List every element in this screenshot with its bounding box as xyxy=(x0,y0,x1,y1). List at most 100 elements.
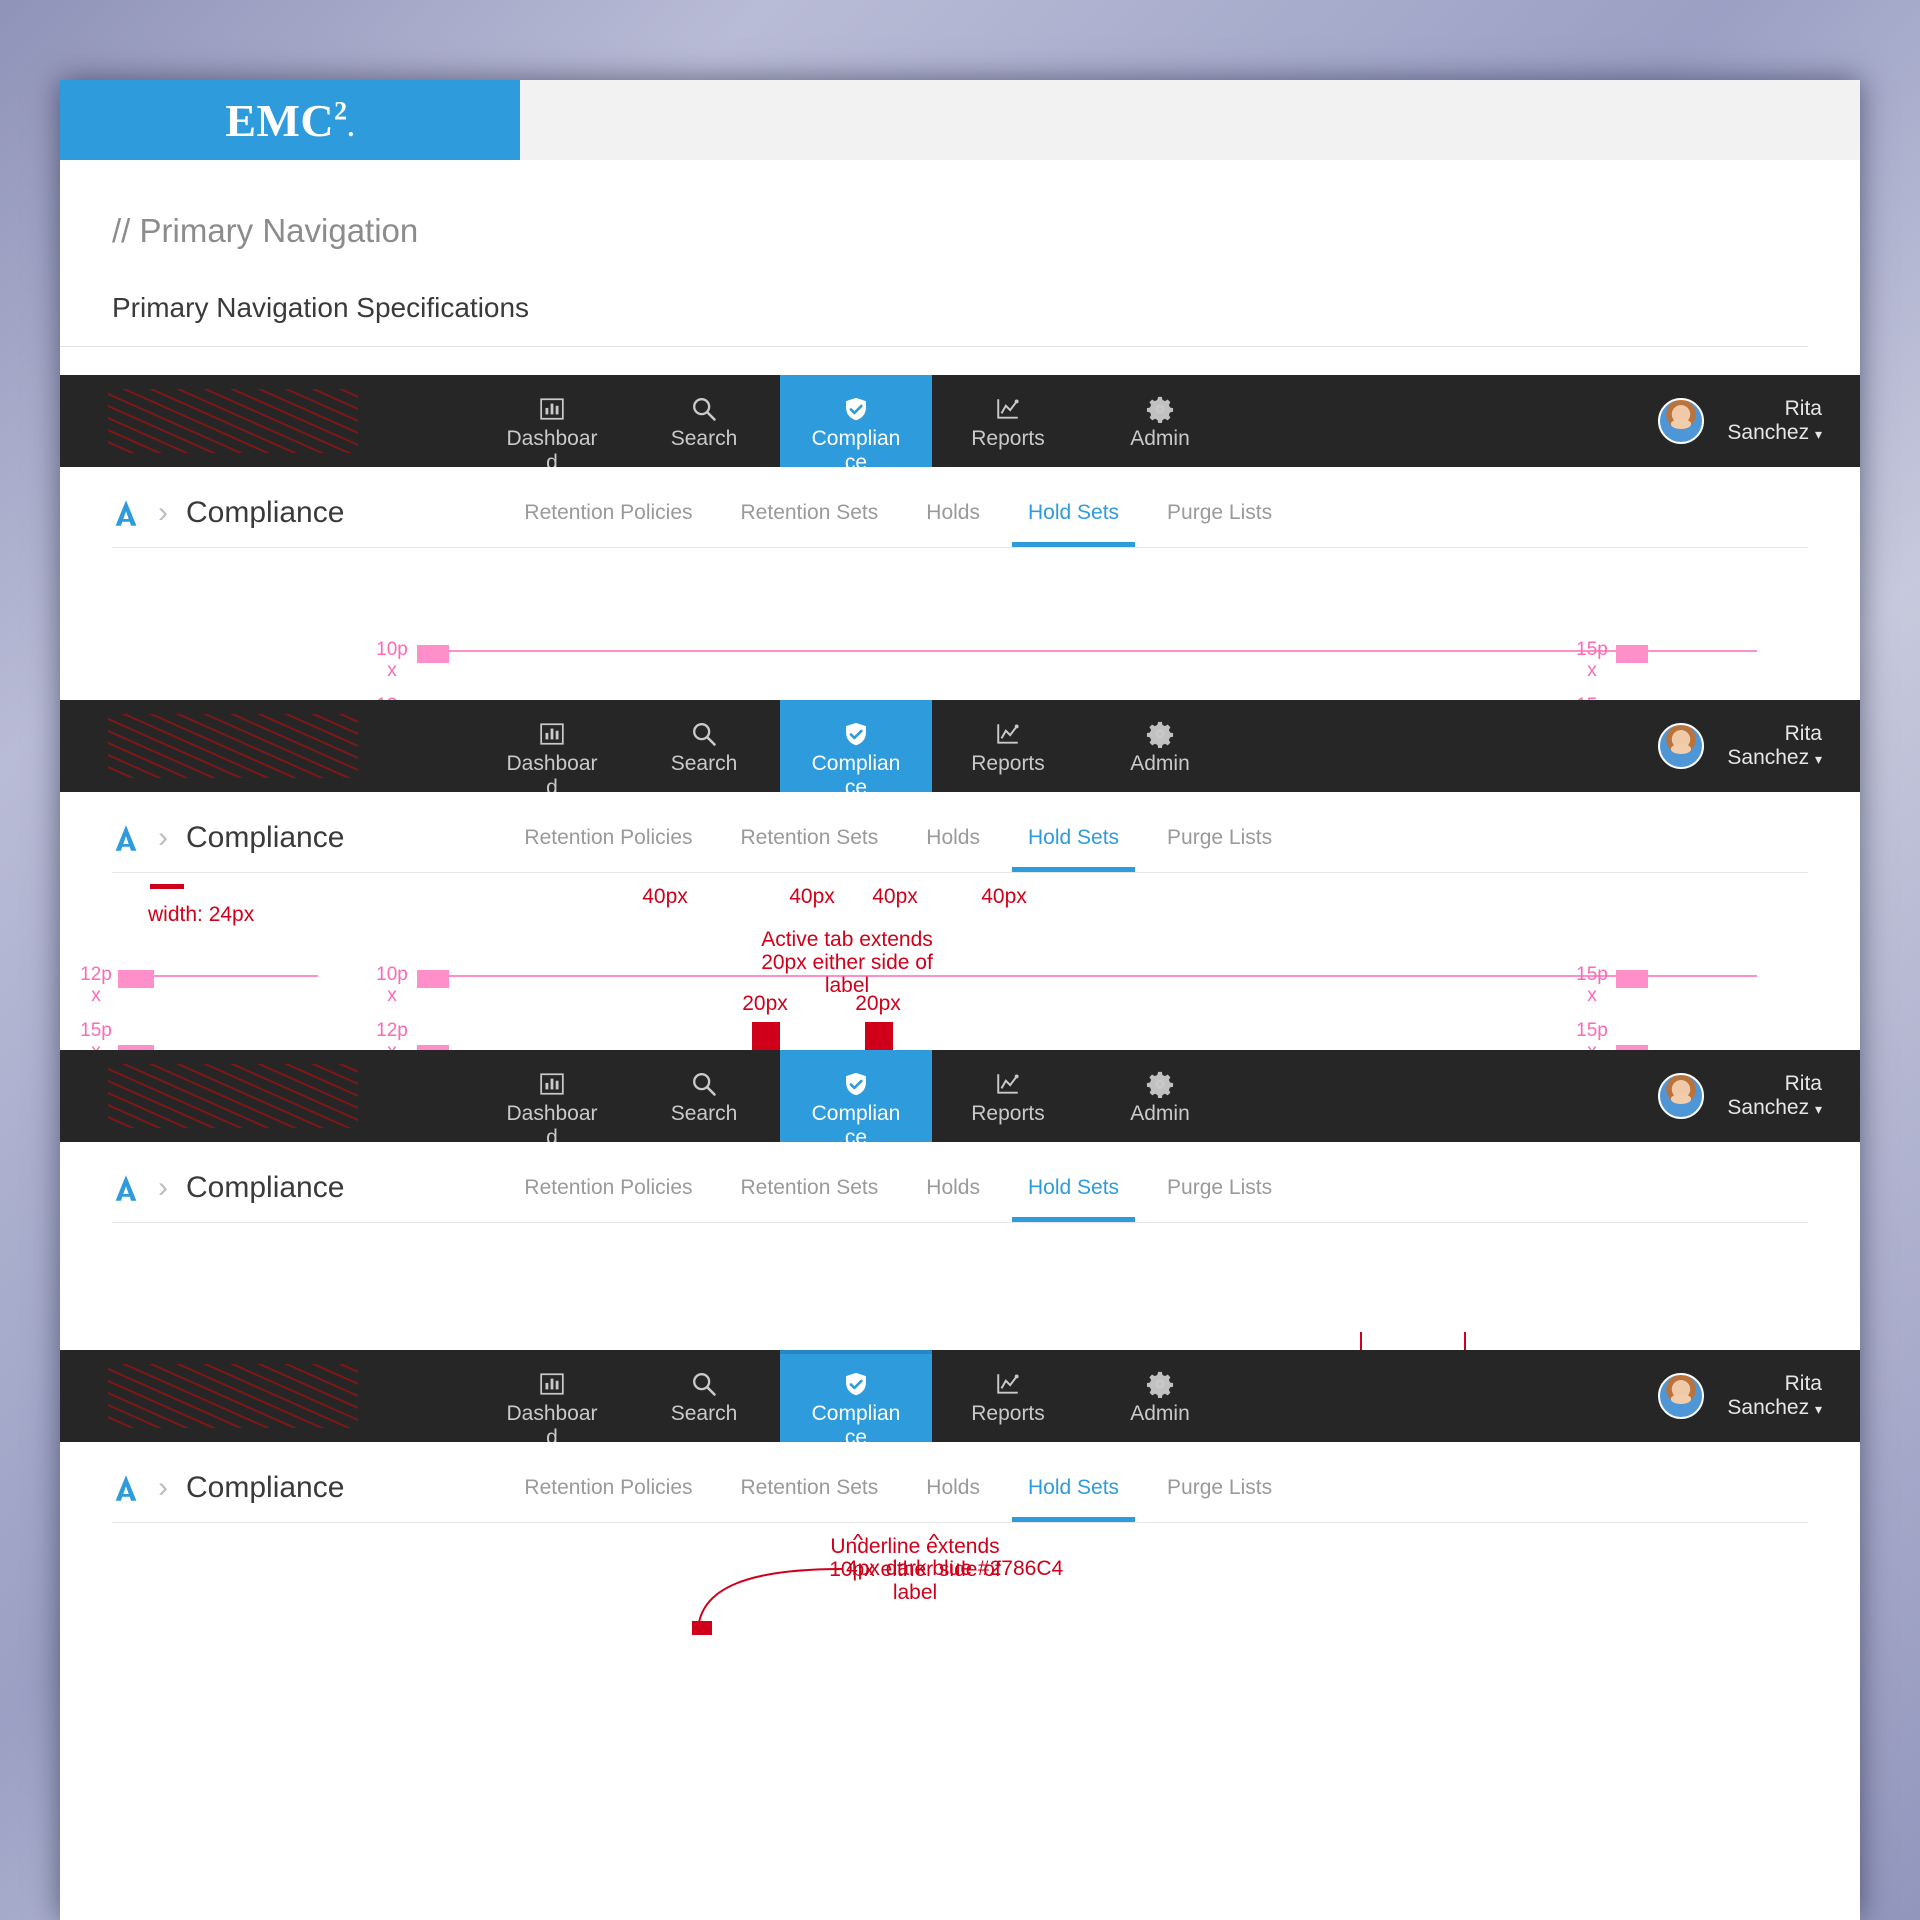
nav-item-admin[interactable]: Admin xyxy=(1084,375,1236,467)
subnav-spec1: › Compliance Retention Policies Retentio… xyxy=(60,467,1860,559)
logo-width-label: width: 24px xyxy=(148,903,255,926)
nav-item-compliance[interactable]: Compliance xyxy=(780,375,932,474)
tab-hold-sets[interactable]: Hold Sets xyxy=(1004,1442,1143,1534)
nav-item-reports[interactable]: Reports xyxy=(932,1050,1084,1142)
nav-item-search[interactable]: Search xyxy=(628,375,780,467)
subnav-spec2: › Compliance Retention Policies Retentio… xyxy=(60,792,1860,884)
nav-item-compliance[interactable]: Compliance xyxy=(780,1350,932,1449)
user-name: Rita Sanchez ▾ xyxy=(1727,1371,1822,1419)
breadcrumb: › Compliance xyxy=(60,496,344,530)
nav-item-search[interactable]: Search xyxy=(628,700,780,792)
tab-retention-policies[interactable]: Retention Policies xyxy=(524,1176,693,1199)
page-section-label: // Primary Navigation xyxy=(112,212,419,249)
tab-holds[interactable]: Holds xyxy=(926,1476,980,1499)
tab-gap-label: 40px xyxy=(981,885,1027,908)
nav-item-label: Admin xyxy=(1130,426,1190,450)
breadcrumb-current: Compliance xyxy=(186,496,345,529)
user-menu[interactable]: Rita Sanchez ▾ xyxy=(1658,722,1860,771)
subnav-divider xyxy=(112,1222,1808,1223)
nav-item-label: Search xyxy=(670,1101,738,1125)
pad-marker xyxy=(417,645,449,663)
nav-item-label: Reports xyxy=(971,1401,1045,1425)
nav-item-label: Admin xyxy=(1130,751,1190,775)
nav-item-search[interactable]: Search xyxy=(628,1350,780,1442)
emc-superscript: 2 xyxy=(334,96,348,126)
pad-label: 10p x xyxy=(376,964,408,1006)
nav-item-reports[interactable]: Reports xyxy=(932,700,1084,792)
shield-check-icon xyxy=(842,392,870,426)
nav-item-label: Reports xyxy=(971,751,1045,775)
app-a-logo-icon xyxy=(112,823,140,853)
nav-item-label: Dashboard xyxy=(506,1101,598,1149)
underline-note: Underline extends 10px either side of la… xyxy=(829,1535,1001,1604)
search-icon xyxy=(690,392,718,426)
subnav-spec3: › Compliance Retention Policies Retentio… xyxy=(60,1142,1860,1234)
tab-purge-lists[interactable]: Purge Lists xyxy=(1167,501,1273,524)
nav-item-admin[interactable]: Admin xyxy=(1084,1350,1236,1442)
nav-item-dashboard[interactable]: Dashboard xyxy=(476,700,628,799)
subnav-divider xyxy=(112,547,1808,548)
primary-nav-items: Dashboard Search Compliance Reports Admi… xyxy=(476,1050,1236,1149)
avatar xyxy=(1658,1073,1704,1119)
nav-item-dashboard[interactable]: Dashboard xyxy=(476,375,628,474)
callout-leader xyxy=(697,1568,843,1634)
nav-item-search[interactable]: Search xyxy=(628,1050,780,1142)
nav-item-compliance[interactable]: Compliance xyxy=(780,700,932,799)
tab-hold-sets[interactable]: Hold Sets xyxy=(1004,1142,1143,1234)
tab-retention-sets[interactable]: Retention Sets xyxy=(740,826,879,849)
nav-item-reports[interactable]: Reports xyxy=(932,1350,1084,1442)
primary-nav-items: Dashboard Search Compliance Reports Admi… xyxy=(476,375,1236,474)
tab-retention-policies[interactable]: Retention Policies xyxy=(524,1476,693,1499)
tab-purge-lists[interactable]: Purge Lists xyxy=(1167,1176,1273,1199)
gear-icon xyxy=(1146,1367,1174,1401)
tab-retention-sets[interactable]: Retention Sets xyxy=(740,1476,879,1499)
emc-wordmark-text: EMC xyxy=(225,94,335,146)
breadcrumb-separator: › xyxy=(158,1471,168,1504)
logo-placeholder-hatch xyxy=(108,1364,358,1428)
primary-navbar-spec1: Dashboard Search Compliance Reports Admi… xyxy=(60,375,1860,474)
search-icon xyxy=(690,1367,718,1401)
tab-purge-lists[interactable]: Purge Lists xyxy=(1167,826,1273,849)
tab-retention-policies[interactable]: Retention Policies xyxy=(524,501,693,524)
line-chart-icon xyxy=(994,1367,1022,1401)
emc-logo: EMC2. xyxy=(60,80,520,160)
pad-guide xyxy=(417,650,1757,652)
tab-hold-sets[interactable]: Hold Sets xyxy=(1004,467,1143,559)
app-a-logo-icon xyxy=(112,1473,140,1503)
breadcrumb-current: Compliance xyxy=(186,1171,345,1204)
nav-item-admin[interactable]: Admin xyxy=(1084,1050,1236,1142)
subnav-spec4: › Compliance Retention Policies Retentio… xyxy=(60,1442,1860,1534)
nav-item-dashboard[interactable]: Dashboard xyxy=(476,1350,628,1449)
tab-hold-sets[interactable]: Hold Sets xyxy=(1004,792,1143,884)
active-tab-note: Active tab extends 20px either side of l… xyxy=(761,928,933,997)
subnav-divider xyxy=(112,1522,1808,1523)
user-menu[interactable]: Rita Sanchez ▾ xyxy=(1658,1372,1860,1421)
user-name: Rita Sanchez ▾ xyxy=(1727,1071,1822,1119)
tab-retention-sets[interactable]: Retention Sets xyxy=(740,1176,879,1199)
shield-check-icon xyxy=(842,717,870,751)
nav-item-reports[interactable]: Reports xyxy=(932,375,1084,467)
pad-marker xyxy=(1616,645,1648,663)
user-menu[interactable]: Rita Sanchez ▾ xyxy=(1658,397,1860,446)
breadcrumb: › Compliance xyxy=(60,821,344,855)
bar-chart-icon xyxy=(539,717,565,751)
user-menu[interactable]: Rita Sanchez ▾ xyxy=(1658,1072,1860,1121)
pad-label-top: 10p x xyxy=(376,639,408,681)
tab-holds[interactable]: Holds xyxy=(926,501,980,524)
app-a-logo-icon xyxy=(112,1173,140,1203)
tab-holds[interactable]: Holds xyxy=(926,826,980,849)
nav-item-dashboard[interactable]: Dashboard xyxy=(476,1050,628,1149)
line-chart-icon xyxy=(994,392,1022,426)
nav-item-compliance[interactable]: Compliance xyxy=(780,1050,932,1149)
primary-navbar-spec3: Dashboard Search Compliance Reports Admi… xyxy=(60,1050,1860,1149)
tab-holds[interactable]: Holds xyxy=(926,1176,980,1199)
chevron-down-icon: ▾ xyxy=(1814,425,1822,442)
page-title: Primary Navigation Specifications xyxy=(60,250,1808,347)
nav-item-admin[interactable]: Admin xyxy=(1084,700,1236,792)
tab-retention-sets[interactable]: Retention Sets xyxy=(740,501,879,524)
tab-purge-lists[interactable]: Purge Lists xyxy=(1167,1476,1273,1499)
line-chart-icon xyxy=(994,717,1022,751)
tab-retention-policies[interactable]: Retention Policies xyxy=(524,826,693,849)
